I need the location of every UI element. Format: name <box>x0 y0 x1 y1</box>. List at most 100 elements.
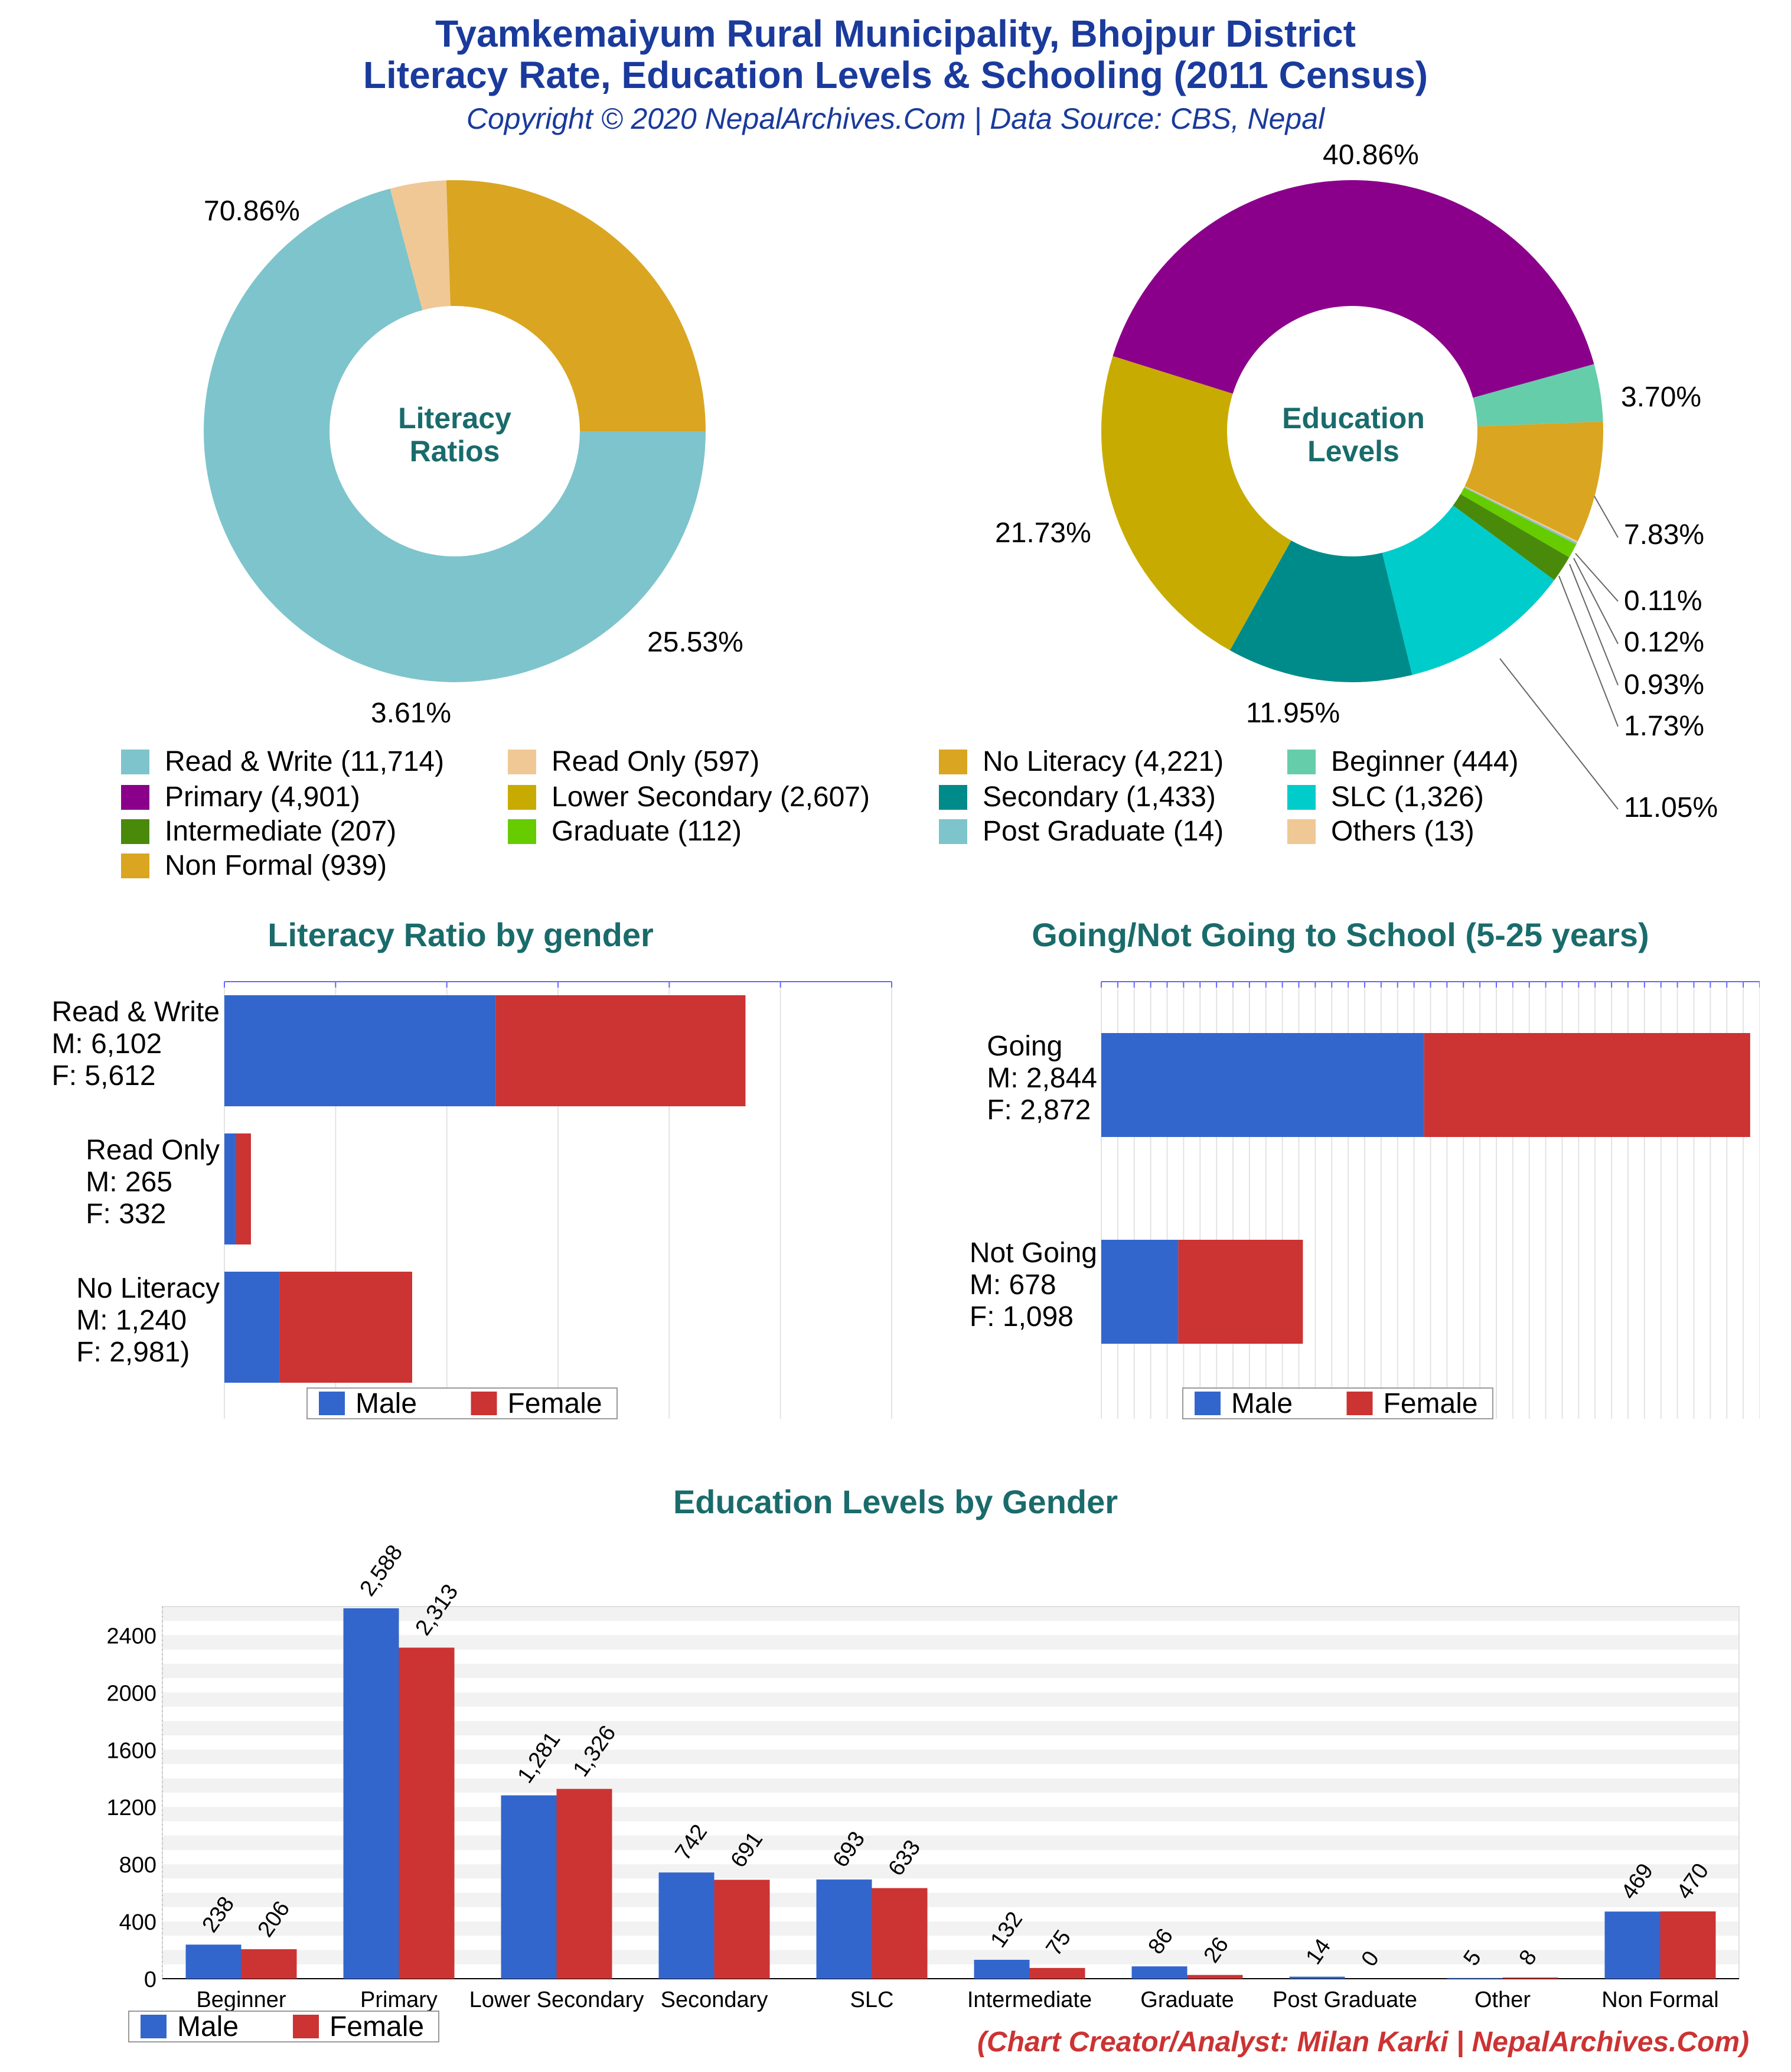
edu-pct-secondary: 11.95% <box>1246 698 1340 729</box>
literacy-ratios-center-label-line2: Ratios <box>409 435 500 468</box>
bar-male-going <box>1101 1033 1424 1137</box>
x-tick-label-beginner: Beginner <box>196 1988 286 2012</box>
legend-box <box>306 1387 618 1419</box>
leader-line-slc <box>1499 658 1619 810</box>
y-tick-label: 0 <box>144 1967 156 1992</box>
legend-swatch <box>1287 819 1316 844</box>
x-tick-label-primary: Primary <box>360 1988 438 2012</box>
leader-line-non-formal <box>1594 496 1619 538</box>
schooling-title: Going/Not Going to School (5-25 years) <box>1032 916 1649 953</box>
category-label-going: Going M: 2,844 F: 2,872 <box>987 1031 1097 1126</box>
legend-swatch <box>939 819 967 844</box>
bar-female-no-literacy <box>279 1272 412 1383</box>
legend-swatch <box>1287 784 1316 810</box>
page-title-line1: Tyamkemaiyum Rural Municipality, Bhojpur… <box>435 12 1356 55</box>
y-tick-label: 1200 <box>106 1796 156 1820</box>
legend-swatch <box>508 784 536 810</box>
legend-label: No Literacy (4,221) <box>983 746 1224 777</box>
legend-swatch-female <box>471 1392 497 1415</box>
bar-female-going <box>1424 1033 1750 1137</box>
leader-line-intermediate <box>1558 575 1619 727</box>
legend-label: Secondary (1,433) <box>983 781 1216 813</box>
edu-pct-beginner: 3.70% <box>1621 382 1702 413</box>
legend-label: Non Formal (939) <box>165 850 387 881</box>
edu-pct-graduate: 0.93% <box>1624 669 1705 701</box>
edu-pct-post-graduate: 0.12% <box>1624 627 1705 658</box>
slice-others <box>1464 486 1578 543</box>
grid-band <box>162 1607 1739 1621</box>
slice-read-write <box>203 188 706 682</box>
education-levels-donut <box>1101 180 1619 810</box>
legend-label: Post Graduate (14) <box>983 816 1224 847</box>
legend-box <box>1182 1387 1493 1419</box>
legend-swatch-female <box>293 2015 319 2038</box>
bar-female-beginner <box>241 1949 297 1979</box>
bar-female-graduate <box>1187 1975 1243 1979</box>
bar-female-lower-secondary <box>556 1788 612 1979</box>
legend-swatch <box>1287 749 1316 774</box>
leader-line-graduate <box>1569 563 1619 686</box>
bar-male-read-write <box>224 995 496 1106</box>
category-label-read-only: Read Only M: 265 F: 332 <box>86 1135 220 1230</box>
legend-swatch-male <box>319 1392 345 1415</box>
slice-primary <box>1113 180 1594 398</box>
legend-box <box>128 2011 439 2042</box>
legend-item-secondary: Secondary (1,433) <box>939 781 1216 813</box>
bar-male-lower-secondary <box>501 1795 557 1979</box>
legend-swatch <box>939 784 967 810</box>
bar-female-non-formal <box>1660 1911 1716 1979</box>
legend-label: Intermediate (207) <box>165 816 397 847</box>
legend-item-primary: Primary (4,901) <box>121 781 360 813</box>
bar-male-not-going <box>1101 1240 1179 1344</box>
x-tick-label-non-formal: Non Formal <box>1601 1988 1719 2012</box>
bar-male-intermediate <box>974 1960 1030 1979</box>
x-tick-label-graduate: Graduate <box>1140 1988 1234 2012</box>
legend-label: Primary (4,901) <box>165 781 360 813</box>
legend-label: Graduate (112) <box>552 816 742 847</box>
literacy-pct-read-write: 70.86% <box>204 196 300 227</box>
slice-intermediate <box>1453 494 1570 581</box>
slice-read-only <box>390 180 451 311</box>
literacy-pct-read-only: 3.61% <box>371 698 452 729</box>
slice-slc <box>1382 505 1555 675</box>
bar-male-post-graduate <box>1289 1976 1345 1979</box>
legend-swatch-female <box>1346 1392 1373 1415</box>
literacy-by-gender-chart: Read & Write M: 6,102 F: 5,612 Read Only M: … <box>51 981 892 1419</box>
bar-male-primary <box>343 1608 399 1979</box>
x-tick-label-secondary: Secondary <box>661 1988 768 2012</box>
y-tick-label: 2000 <box>106 1681 156 1706</box>
legend-label: Beginner (444) <box>1331 746 1519 777</box>
bar-male-read-only <box>224 1133 236 1244</box>
bar-female-slc <box>872 1888 928 1979</box>
legend-swatch <box>508 749 536 774</box>
bar-female-read-write <box>495 995 746 1106</box>
legend-swatch <box>121 853 149 878</box>
edu-pct-primary: 40.86% <box>1323 139 1419 171</box>
legend-label: Lower Secondary (2,607) <box>552 781 870 813</box>
bar-male-other <box>1447 1977 1503 1979</box>
data-label-male-other: 5 <box>1459 1946 1486 1970</box>
edu-pct-others: 0.11% <box>1624 585 1702 617</box>
slice-lower-secondary <box>1101 356 1291 651</box>
bar-female-not-going <box>1178 1240 1303 1344</box>
grid-band <box>162 1635 1739 1650</box>
y-tick-label: 400 <box>119 1910 156 1935</box>
data-label-male-primary: 2,588 <box>355 1540 407 1601</box>
data-label-female-other: 8 <box>1514 1946 1542 1970</box>
category-label-not-going: Not Going M: 678 F: 1,098 <box>970 1237 1097 1333</box>
y-tick-label: 1600 <box>106 1738 156 1763</box>
legend-label-male: Male <box>1231 1388 1293 1419</box>
legend-swatch <box>508 819 536 844</box>
legend-label-female: Female <box>508 1388 602 1419</box>
legend-item-non-formal: Non Formal (939) <box>121 849 387 882</box>
bar-male-no-literacy <box>224 1272 280 1383</box>
bar-male-slc <box>816 1879 872 1979</box>
education-levels-center-label-line1: Education <box>1282 402 1425 435</box>
leader-line-post-graduate <box>1573 558 1619 644</box>
legend-item-slc: SLC (1,326) <box>1287 781 1484 813</box>
legend-item-read-only: Read Only (597) <box>508 745 759 778</box>
legend-item-post-graduate: Post Graduate (14) <box>939 815 1224 848</box>
y-tick-label: 2400 <box>106 1624 156 1649</box>
slice-non-formal <box>1464 421 1603 542</box>
